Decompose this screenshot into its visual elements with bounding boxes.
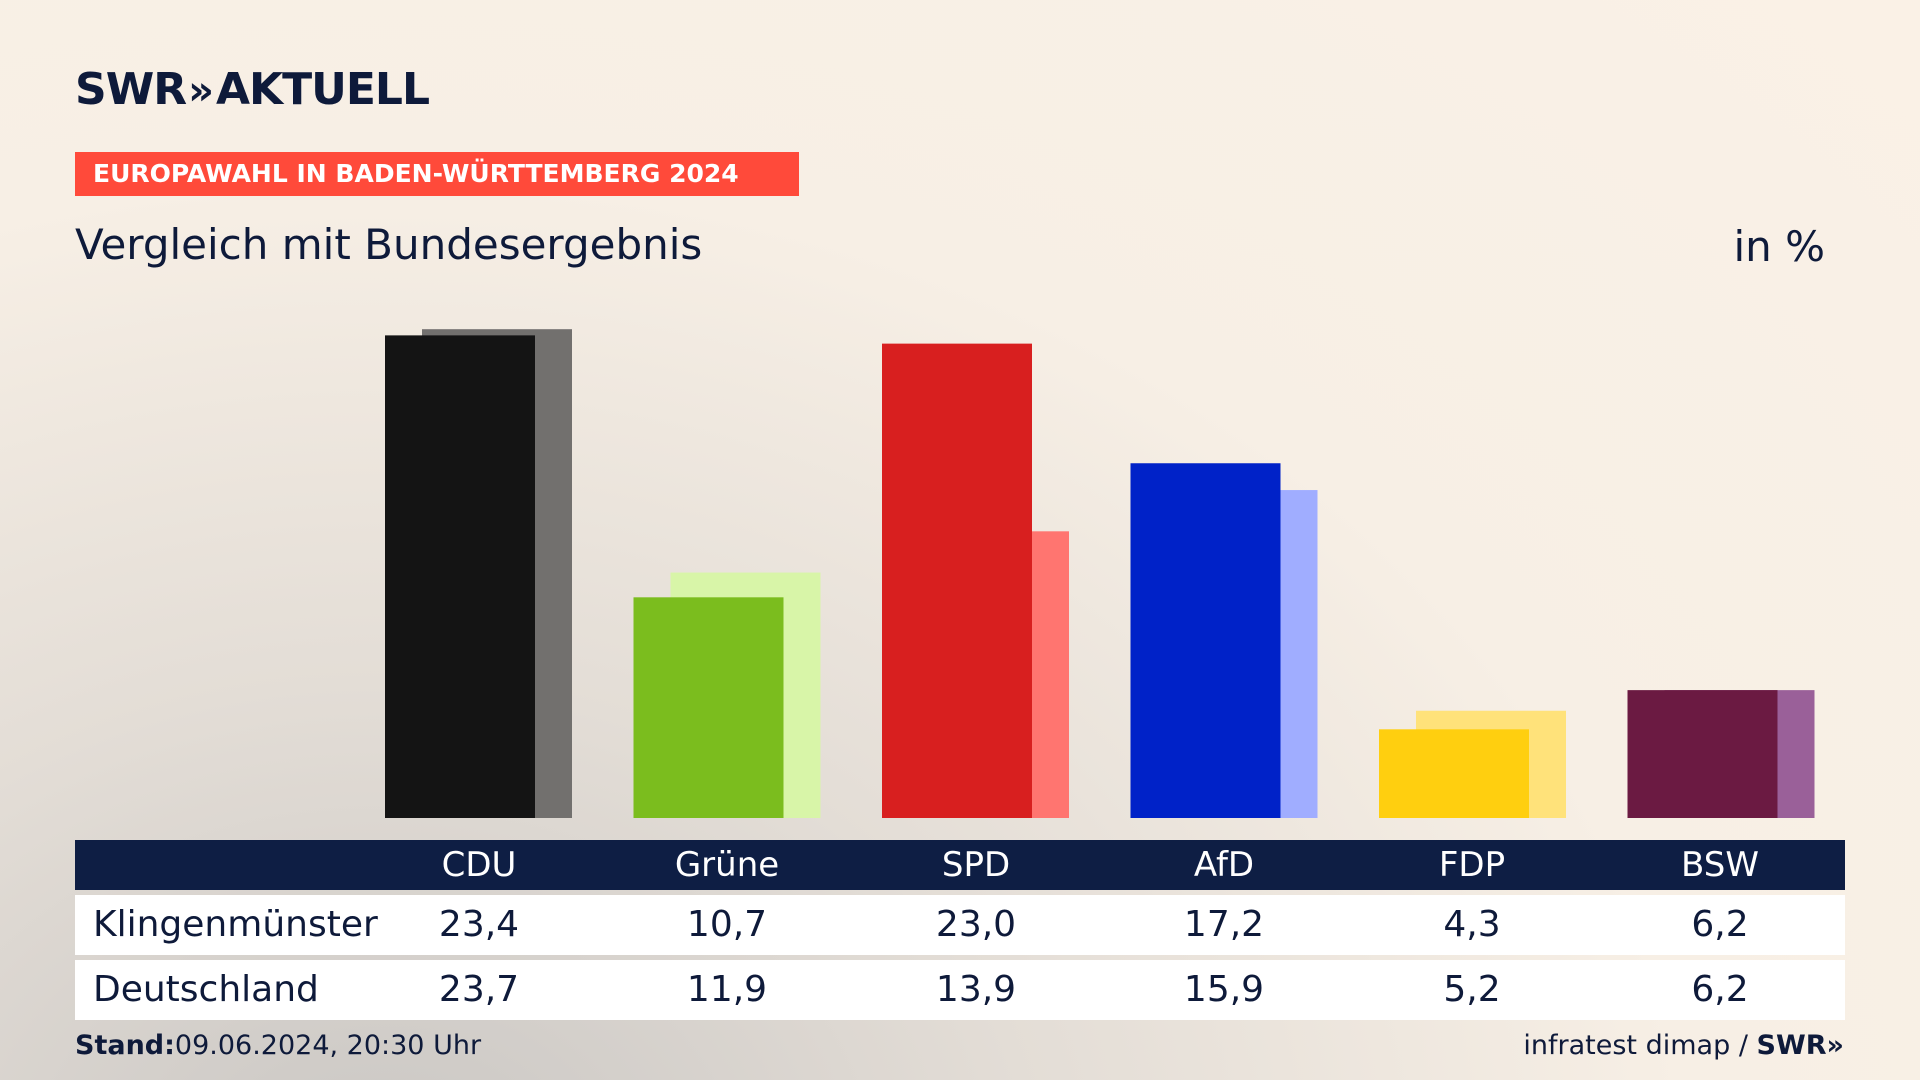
bar-klingenmuenster-2 — [882, 343, 1032, 818]
table-cell: 11,9 — [686, 969, 768, 1010]
ribbon-title: EUROPAWAHL IN BADEN-WÜRTTEMBERG 2024 — [75, 152, 799, 196]
row-label: Deutschland — [93, 969, 319, 1010]
bar-klingenmuenster-0 — [385, 335, 535, 818]
table-cell: 23,4 — [438, 904, 520, 945]
column-header-gruene: Grüne — [674, 845, 780, 885]
table-header: CDU Grüne SPD AfD FDP BSW — [75, 840, 1845, 890]
logo-aktuell: AKTUELL — [215, 64, 430, 115]
column-header-fdp: FDP — [1438, 845, 1506, 885]
swr-aktuell-logo: SWR» AKTUELL — [75, 64, 430, 115]
bar-klingenmuenster-3 — [1130, 463, 1281, 818]
table-cell: 6,2 — [1691, 904, 1749, 945]
logo-swr: SWR — [75, 64, 187, 115]
results-table: CDU Grüne SPD AfD FDP BSW Klingenmünster… — [75, 840, 1845, 1020]
unit-label: in % — [1733, 222, 1825, 271]
row-label: Klingenmünster — [93, 904, 378, 945]
table-cell: 5,2 — [1443, 969, 1501, 1010]
table-cell: 6,2 — [1691, 969, 1749, 1010]
table-cell: 17,2 — [1183, 904, 1265, 945]
bar-klingenmuenster-1 — [633, 597, 784, 818]
source-name: infratest dimap — [1523, 1030, 1731, 1061]
column-header-spd: SPD — [941, 845, 1011, 885]
table-cell: 10,7 — [686, 904, 768, 945]
table-row: Klingenmünster 23,4 10,7 23,0 17,2 4,3 6… — [75, 895, 1845, 955]
bar-chart — [385, 329, 1815, 818]
table-cell: 15,9 — [1183, 969, 1265, 1010]
table-cell: 4,3 — [1443, 904, 1501, 945]
footer-source: infratest dimap / SWR» — [1523, 1030, 1844, 1061]
stand-value: 09.06.2024, 20:30 Uhr — [174, 1030, 482, 1061]
table-cell: 23,0 — [935, 904, 1017, 945]
footer-stand: Stand:09.06.2024, 20:30 Uhr — [75, 1030, 481, 1061]
source-brand: SWR» — [1756, 1030, 1844, 1061]
table-cell: 23,7 — [438, 969, 520, 1010]
logo-chevrons-icon: » — [188, 68, 214, 114]
chart-subtitle: Vergleich mit Bundesergebnis — [75, 220, 703, 269]
table-cell: 13,9 — [935, 969, 1017, 1010]
column-header-afd: AfD — [1193, 845, 1255, 885]
column-header-cdu: CDU — [441, 845, 517, 885]
source-separator: / — [1738, 1030, 1748, 1061]
stand-label: Stand: — [75, 1030, 175, 1061]
column-header-bsw: BSW — [1681, 845, 1759, 885]
bar-klingenmuenster-4 — [1379, 729, 1529, 818]
bar-klingenmuenster-5 — [1627, 690, 1778, 818]
table-row: Deutschland 23,7 11,9 13,9 15,9 5,2 6,2 — [75, 960, 1845, 1020]
